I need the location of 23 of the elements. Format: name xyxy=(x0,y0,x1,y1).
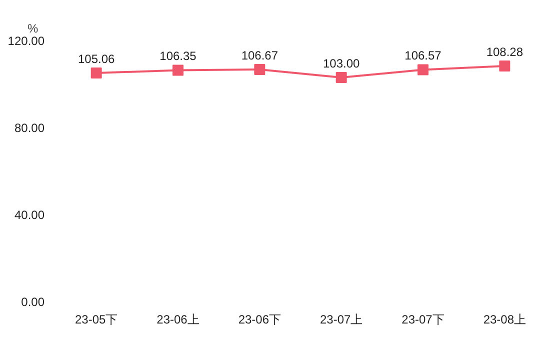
y-tick-label: 0.00 xyxy=(21,295,45,309)
y-tick-label: 40.00 xyxy=(14,208,45,222)
y-tick-label: 80.00 xyxy=(14,121,45,135)
point xyxy=(336,72,347,83)
point xyxy=(90,67,102,78)
x-tick-label: 23-06下 xyxy=(238,312,282,326)
text: 108.28 xyxy=(486,44,524,59)
y-tick-label: 120.00 xyxy=(8,34,45,48)
text: 106.35 xyxy=(160,49,196,64)
text: 103.00 xyxy=(322,56,360,70)
point xyxy=(418,64,428,76)
point xyxy=(254,64,266,75)
x-tick-label: 23-05下 xyxy=(74,312,118,326)
point xyxy=(499,60,510,72)
x-tick-label: 23-06上 xyxy=(156,312,200,326)
text: 106.57 xyxy=(404,48,442,63)
x-tick-label: 23-07下 xyxy=(402,312,444,326)
point xyxy=(172,64,184,76)
x-tick-label: 23-08上 xyxy=(483,312,526,326)
text: 106.67 xyxy=(241,48,278,62)
x-tick-label: 23-07上 xyxy=(320,312,363,326)
y-axis-title: % xyxy=(28,22,38,36)
text: 105.06 xyxy=(78,52,115,66)
